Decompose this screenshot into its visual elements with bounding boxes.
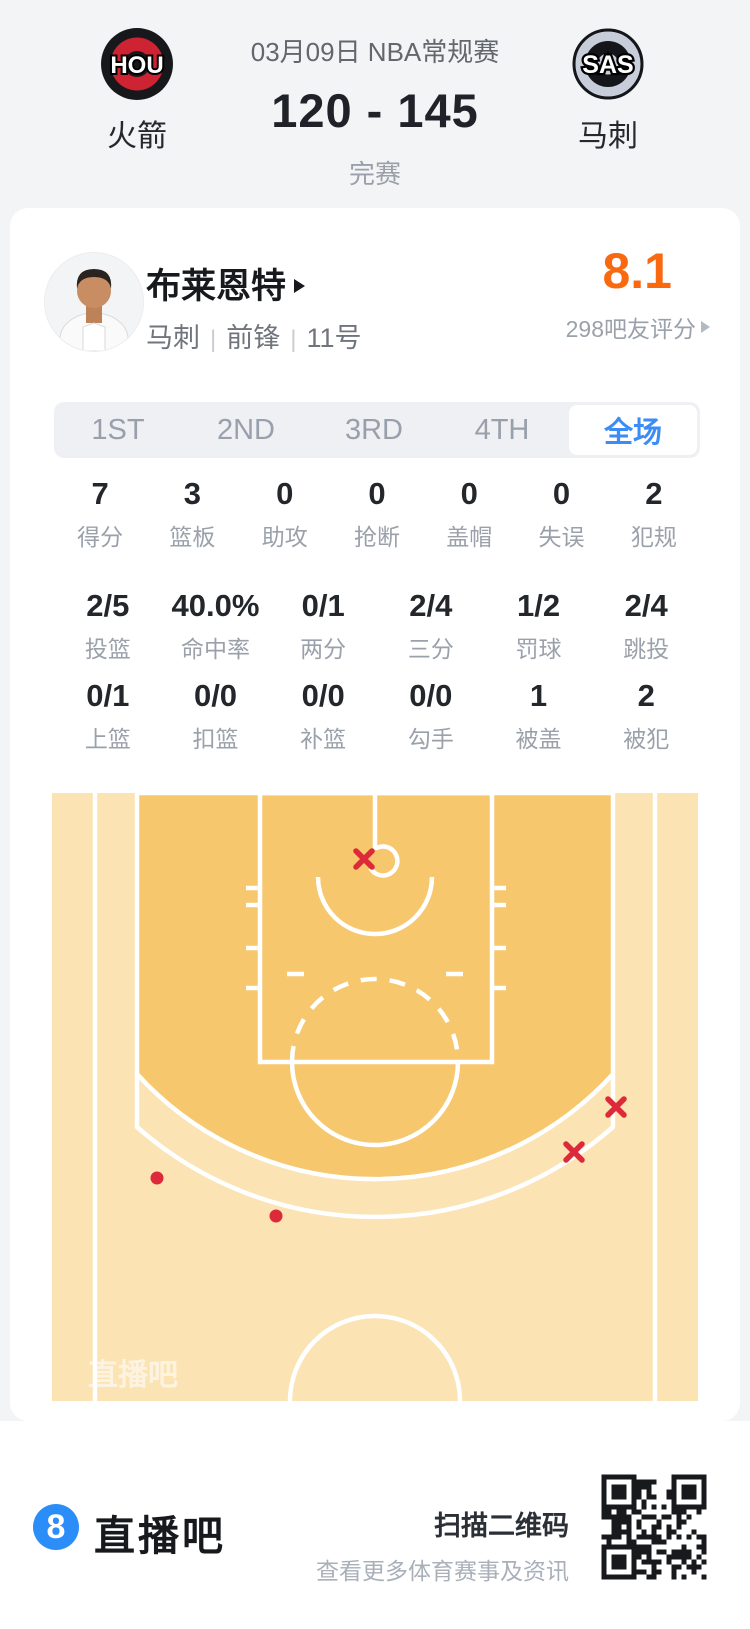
player-stats-card: 布莱恩特 马刺 | 前锋 | 11号 8.1 298吧友评分 1ST 2ND 3RD 4… bbox=[10, 208, 740, 1421]
svg-text:SAS: SAS bbox=[582, 51, 633, 79]
player-number: 11号 bbox=[306, 323, 362, 353]
stat-layup: 0/1 上篮 bbox=[84, 678, 131, 752]
rating-note[interactable]: 298吧友评分 bbox=[490, 310, 710, 344]
rating-block: 8.1 298吧友评分 bbox=[490, 242, 710, 344]
court-watermark: 直播吧 bbox=[88, 1359, 178, 1392]
player-position: 前锋 bbox=[226, 323, 281, 353]
app-footer: 8 直播吧 扫描二维码 查看更多体育赛事及资讯 bbox=[0, 1421, 750, 1629]
stat-row-shooting: 2/5 投篮 40.0% 命中率 0/1 两分 2/4 三分 1/2 罚球 2/4 跳投 bbox=[54, 588, 700, 664]
meta-divider: | bbox=[210, 326, 217, 353]
stat-hook: 0/0 勾手 bbox=[407, 678, 454, 752]
stat-ft: 1/2 罚球 bbox=[515, 588, 562, 662]
player-team: 马刺 bbox=[146, 323, 200, 353]
stat-row-shot-types: 0/1 上篮 0/0 扣篮 0/0 补篮 0/0 勾手 1 被盖 2 被犯 bbox=[54, 678, 700, 754]
stat-row-basic: 7 得分 3 篮板 0 助攻 0 抢断 0 盖帽 0 失误 2 犯规 bbox=[54, 476, 700, 552]
stat-rebounds: 3 篮板 bbox=[169, 476, 216, 550]
chevron-right-icon bbox=[701, 321, 710, 333]
stat-fouls: 2 犯规 bbox=[630, 476, 677, 550]
rating-note-text: 298吧友评分 bbox=[565, 316, 696, 342]
stat-tipin: 0/0 补篮 bbox=[300, 678, 347, 752]
score-home: 120 bbox=[271, 84, 353, 137]
brand-name: 直播吧 bbox=[94, 1513, 226, 1559]
score-line: 120 - 145 bbox=[225, 83, 525, 138]
score-away: 145 bbox=[397, 84, 479, 137]
qr-subtitle: 查看更多体育赛事及资讯 bbox=[316, 1558, 569, 1584]
meta-divider: | bbox=[290, 326, 297, 353]
match-status: 完赛 bbox=[348, 159, 401, 189]
rockets-logo-icon: HOU bbox=[101, 28, 173, 100]
stat-fouled: 2 被犯 bbox=[623, 678, 670, 752]
tab-1st[interactable]: 1ST bbox=[91, 413, 145, 446]
missed-shot-marker bbox=[353, 848, 375, 870]
player-name: 布莱恩特 bbox=[146, 267, 287, 306]
spurs-logo-icon: SAS bbox=[572, 28, 644, 100]
stat-fg-pct: 40.0% 命中率 bbox=[171, 588, 260, 662]
qr-caption: 扫描二维码 查看更多体育赛事及资讯 bbox=[316, 1504, 569, 1586]
stat-turnovers: 0 失误 bbox=[538, 476, 585, 550]
team-home-name: 火箭 bbox=[107, 120, 167, 153]
qr-code bbox=[599, 1472, 709, 1582]
made-shot-marker bbox=[269, 1209, 283, 1223]
shot-chart-court: 直播吧 bbox=[52, 793, 698, 1401]
missed-shot-marker bbox=[563, 1141, 585, 1163]
stat-fg: 2/5 投篮 bbox=[84, 588, 131, 662]
rating-value: 8.1 bbox=[602, 243, 672, 299]
missed-shot-marker bbox=[605, 1096, 627, 1118]
stat-blocked: 1 被盖 bbox=[515, 678, 562, 752]
player-name-row[interactable]: 布莱恩特 bbox=[146, 258, 306, 309]
stat-dunk: 0/0 扣篮 bbox=[192, 678, 239, 752]
score-separator: - bbox=[366, 84, 384, 137]
stat-assists: 0 助攻 bbox=[261, 476, 308, 550]
shot-markers bbox=[150, 848, 627, 1223]
tab-3rd[interactable]: 3RD bbox=[344, 413, 403, 446]
tab-full-game[interactable]: 全场 bbox=[569, 405, 697, 455]
quarter-tabs: 1ST 2ND 3RD 4TH 全场 bbox=[54, 402, 700, 458]
qr-title: 扫描二维码 bbox=[434, 1511, 569, 1541]
team-away-name: 马刺 bbox=[578, 120, 638, 153]
zhibo8-logo-icon: 8 bbox=[33, 1504, 79, 1550]
made-shot-marker bbox=[150, 1171, 164, 1185]
player-meta: 马刺 | 前锋 | 11号 bbox=[146, 316, 362, 355]
svg-text:HOU: HOU bbox=[110, 52, 163, 79]
stat-blocks: 0 盖帽 bbox=[446, 476, 493, 550]
team-away: SAS 马刺 bbox=[533, 26, 683, 155]
tab-2nd[interactable]: 2ND bbox=[216, 413, 275, 446]
match-date: 03月09日 NBA常规赛 bbox=[250, 37, 500, 67]
match-header: HOU 火箭 03月09日 NBA常规赛 120 - 145 完赛 SAS 马刺 bbox=[0, 0, 750, 214]
stat-steals: 0 抢断 bbox=[353, 476, 400, 550]
chevron-right-icon bbox=[294, 278, 306, 293]
stat-2pt: 0/1 两分 bbox=[300, 588, 347, 662]
tab-4th[interactable]: 4TH bbox=[474, 413, 530, 446]
player-avatar[interactable] bbox=[44, 252, 144, 352]
score-block: 03月09日 NBA常规赛 120 - 145 完赛 bbox=[225, 32, 525, 191]
player-photo bbox=[45, 253, 143, 351]
stat-jumpshot: 2/4 跳投 bbox=[623, 588, 670, 662]
stat-points: 7 得分 bbox=[77, 476, 124, 550]
stat-3pt: 2/4 三分 bbox=[407, 588, 454, 662]
team-home: HOU 火箭 bbox=[62, 26, 212, 155]
